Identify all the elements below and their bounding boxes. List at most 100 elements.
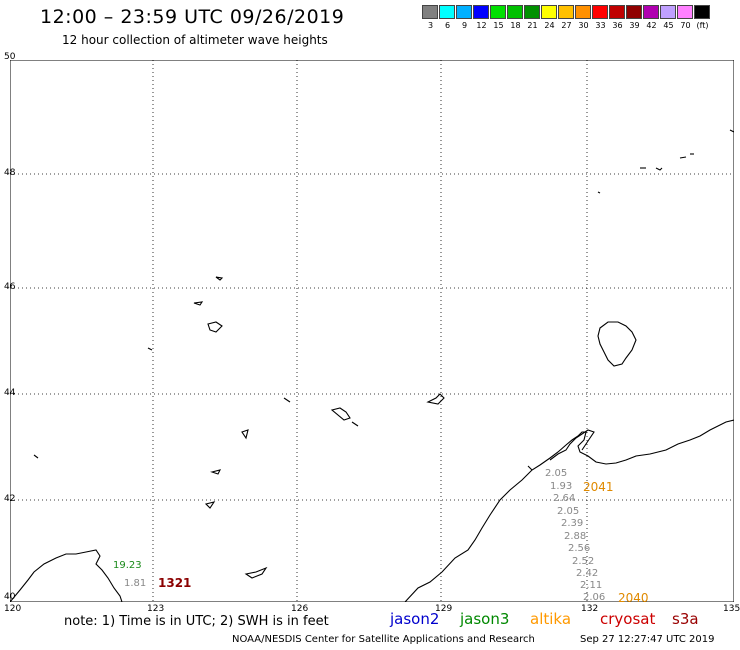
- altika-time-north: 2041: [583, 480, 614, 494]
- scale-swatch: [643, 5, 659, 19]
- islet-b: [193, 301, 204, 306]
- swh-value: 2.11: [580, 580, 603, 591]
- scale-swatch: [473, 5, 489, 19]
- scale-label: 42: [646, 21, 657, 30]
- scale-swatch: [439, 5, 455, 19]
- scale-swatch: [626, 5, 642, 19]
- s3a-time: 1321: [158, 576, 192, 590]
- islet-l: [204, 501, 216, 509]
- swh-value: 2.56: [568, 543, 591, 554]
- lon-label-132: 132: [581, 604, 599, 614]
- island-48-c: [679, 156, 687, 159]
- scale-label: 36: [612, 21, 623, 30]
- islet-m: [244, 566, 268, 579]
- scale-swatch: [524, 5, 540, 19]
- scale-label: 6: [444, 21, 451, 30]
- lon-label-123: 123: [147, 604, 165, 614]
- graticule: [10, 60, 734, 602]
- sakhalin-island: [597, 321, 637, 367]
- coastline: [10, 129, 734, 602]
- lon-label-126: 126: [291, 604, 309, 614]
- scale-swatch: [609, 5, 625, 19]
- island-48-b: [655, 167, 663, 171]
- scale-swatch: [592, 5, 608, 19]
- sat-altika: altika: [530, 610, 572, 628]
- swh-value: 2.05: [545, 468, 568, 479]
- scale-swatch: [575, 5, 591, 19]
- wave-height-scale-labels: 3 6 9 12 15 18 21 24 27 30 33 36 39 42 45 70 (ft): [422, 21, 711, 30]
- scale-swatch: [677, 5, 693, 19]
- sat-cryosat: cryosat: [600, 610, 656, 628]
- scale-label: 9: [461, 21, 468, 30]
- scale-label: 39: [629, 21, 640, 30]
- islet-a: [215, 276, 224, 281]
- jason3-high-value: 19.23: [113, 560, 142, 571]
- credit-line: NOAA/NESDIS Center for Satellite Applica…: [232, 634, 535, 645]
- scale-swatch: [660, 5, 676, 19]
- map-frame: [10, 60, 734, 602]
- swh-value: 2.42: [576, 568, 599, 579]
- islet-d: [147, 347, 153, 351]
- scale-swatch: [456, 5, 472, 19]
- lat-label-50: 50: [4, 52, 16, 62]
- lat-label-40: 40: [4, 592, 16, 602]
- scale-label: 30: [578, 21, 589, 30]
- swh-value: 2.06: [583, 592, 606, 603]
- islet-c: [207, 321, 223, 333]
- scale-label: 27: [561, 21, 572, 30]
- islet-k: [210, 469, 222, 475]
- swh-value: 1.93: [550, 481, 573, 492]
- lat-label-48: 48: [4, 168, 16, 178]
- lon-label-135: 135: [723, 604, 740, 614]
- lon-label-129: 129: [435, 604, 453, 614]
- scale-label: 15: [493, 21, 504, 30]
- wave-height-color-scale: [422, 5, 711, 19]
- scale-label: 24: [544, 21, 555, 30]
- map-title: 12:00 – 23:59 UTC 09/26/2019: [40, 6, 345, 28]
- hokkaido-coast: [549, 429, 595, 461]
- altika-time-south: 2040: [618, 591, 649, 605]
- islet-f: [330, 407, 351, 421]
- scale-swatch: [507, 5, 523, 19]
- scale-swatch: [694, 5, 710, 19]
- islet-i: [241, 429, 249, 440]
- swh-value: 2.39: [561, 518, 584, 529]
- scale-label: 21: [527, 21, 538, 30]
- islet-n: [527, 465, 533, 471]
- honshu-coast: [404, 419, 734, 602]
- scale-label: 70: [680, 21, 691, 30]
- map-subtitle: 12 hour collection of altimeter wave hei…: [62, 33, 328, 47]
- generated-timestamp: Sep 27 12:27:47 UTC 2019: [580, 634, 715, 645]
- sat-jason3: jason3: [460, 610, 510, 628]
- lon-label-120: 120: [4, 604, 22, 614]
- scale-label: 45: [663, 21, 674, 30]
- scale-label: 12: [476, 21, 487, 30]
- scale-label: (ft): [696, 21, 709, 30]
- altimeter-map: [10, 60, 734, 602]
- islet-h: [426, 393, 445, 405]
- island-right-edge: [729, 129, 734, 133]
- lat-label-42: 42: [4, 494, 16, 504]
- lat-label-46: 46: [4, 282, 16, 292]
- swh-value-west: 1.81: [124, 578, 147, 589]
- scale-swatch: [490, 5, 506, 19]
- swh-value: 2.88: [564, 531, 587, 542]
- islet-j: [33, 454, 39, 459]
- scale-swatch: [422, 5, 438, 19]
- island-47: [597, 191, 601, 194]
- swh-value: 2.52: [572, 556, 595, 567]
- sat-s3a: s3a: [672, 610, 699, 628]
- scale-label: 33: [595, 21, 606, 30]
- swh-value: 2.05: [557, 506, 580, 517]
- footer-note: note: 1) Time is in UTC; 2) SWH is in fe…: [64, 614, 329, 629]
- scale-label: 18: [510, 21, 521, 30]
- swh-value: 2.64: [553, 493, 576, 504]
- islet-g: [351, 421, 359, 427]
- scale-swatch: [541, 5, 557, 19]
- lat-label-44: 44: [4, 388, 16, 398]
- islet-e: [283, 397, 291, 403]
- korea-coast: [10, 549, 123, 602]
- scale-swatch: [558, 5, 574, 19]
- sat-jason2: jason2: [390, 610, 440, 628]
- scale-label: 3: [427, 21, 434, 30]
